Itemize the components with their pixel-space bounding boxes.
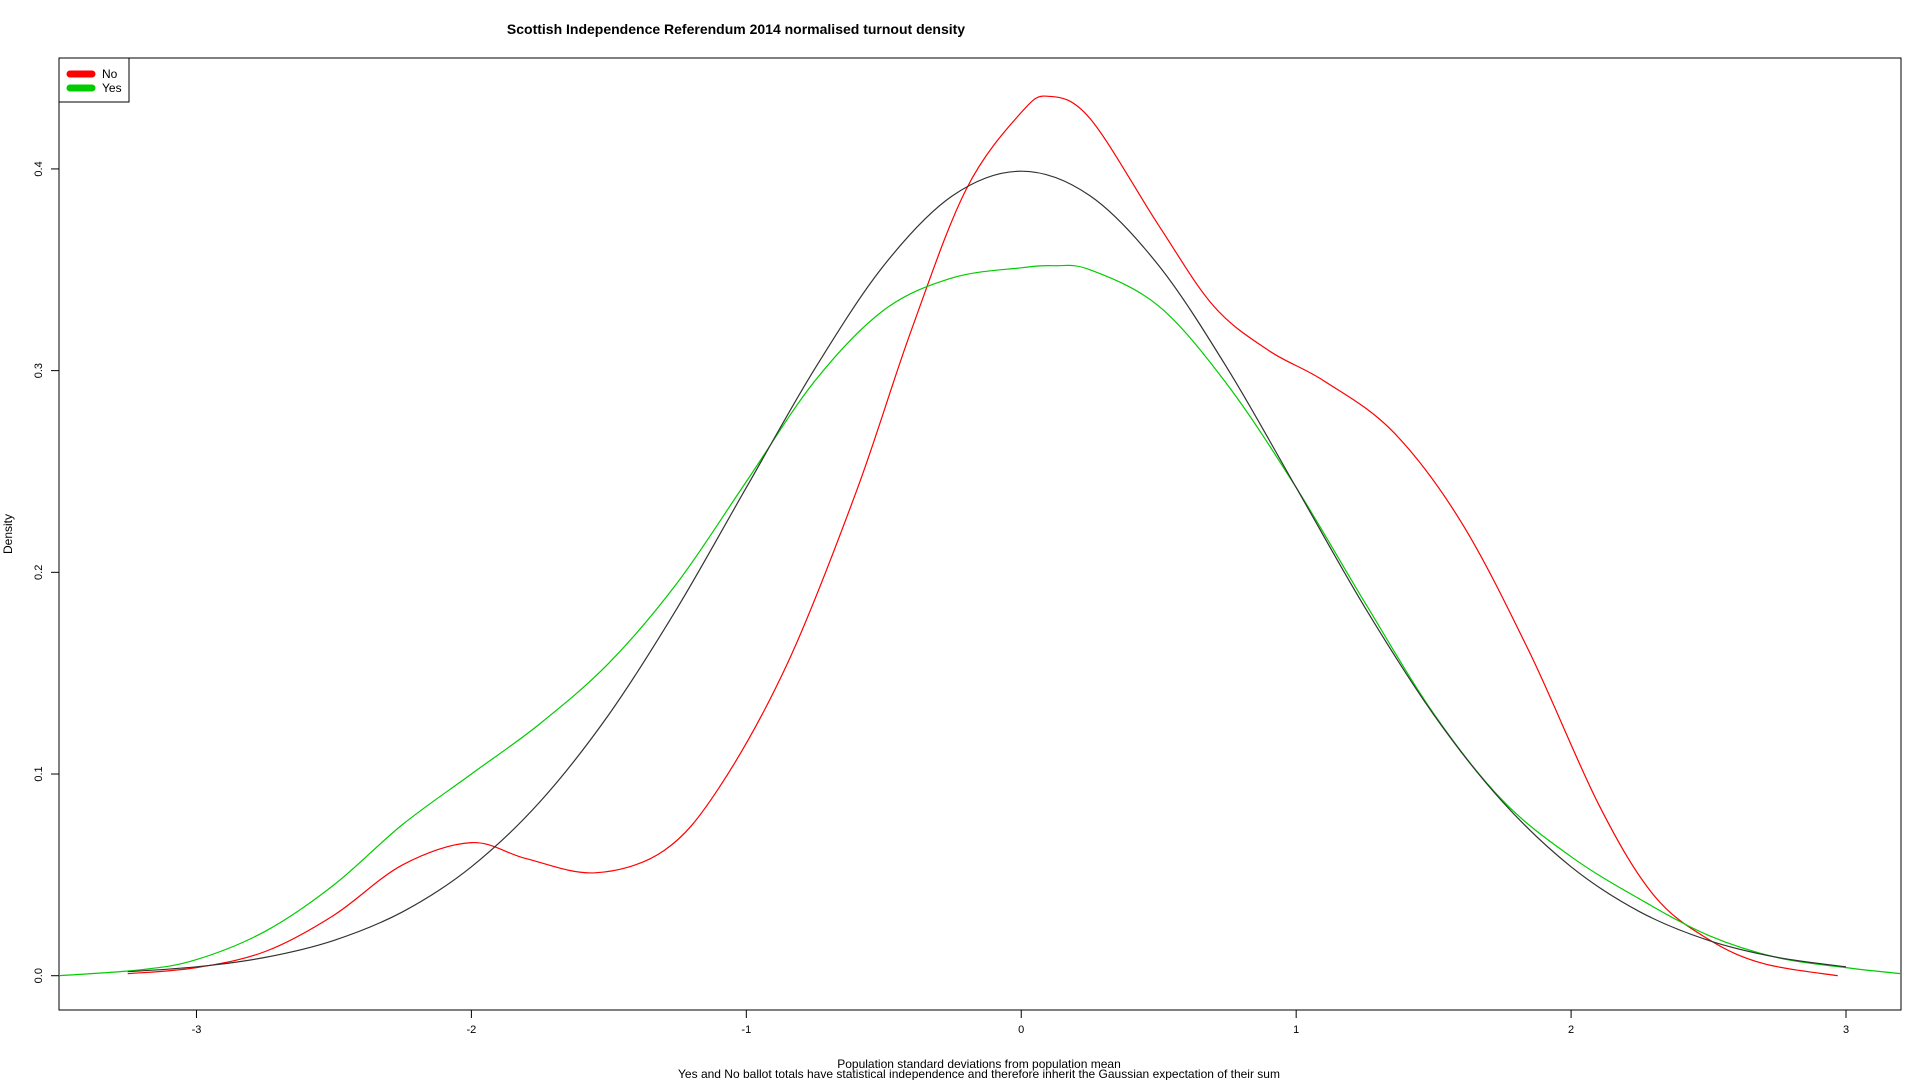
x-tick-label: -2 bbox=[466, 1024, 476, 1036]
legend-label-yes: Yes bbox=[102, 81, 122, 95]
x-tick-label: -3 bbox=[192, 1024, 202, 1036]
legend-label-no: No bbox=[102, 67, 118, 81]
plot-frame bbox=[58, 57, 1902, 1011]
y-axis: 0.0 0.1 0.2 0.3 0.4 bbox=[33, 161, 59, 983]
y-tick-label: 0.3 bbox=[33, 363, 45, 378]
chart-title: Scottish Independence Referendum 2014 no… bbox=[507, 21, 965, 37]
x-tick-label: 3 bbox=[1843, 1024, 1849, 1036]
legend-box bbox=[58, 57, 130, 103]
series-no-curve bbox=[127, 95, 1838, 977]
x-axis-label: Population standard deviations from popu… bbox=[837, 1057, 1121, 1071]
x-tick-label: 0 bbox=[1018, 1024, 1024, 1036]
y-axis-label: Density bbox=[1, 514, 15, 554]
y-tick-label: 0.0 bbox=[33, 968, 45, 983]
y-tick-label: 0.2 bbox=[33, 565, 45, 580]
x-axis-note: Yes and No ballot totals have statistica… bbox=[678, 1067, 1280, 1080]
series-gaussian-curve bbox=[127, 170, 1847, 973]
y-tick-label: 0.4 bbox=[33, 161, 45, 176]
series-layer bbox=[58, 95, 1902, 977]
x-axis: -3 -2 -1 0 1 2 3 bbox=[192, 1010, 1849, 1036]
x-tick-label: 1 bbox=[1293, 1024, 1299, 1036]
x-tick-label: 2 bbox=[1568, 1024, 1574, 1036]
x-tick-label: -1 bbox=[741, 1024, 751, 1036]
y-tick-label: 0.1 bbox=[33, 766, 45, 781]
series-yes-curve bbox=[58, 264, 1902, 977]
legend: No Yes bbox=[58, 57, 130, 103]
